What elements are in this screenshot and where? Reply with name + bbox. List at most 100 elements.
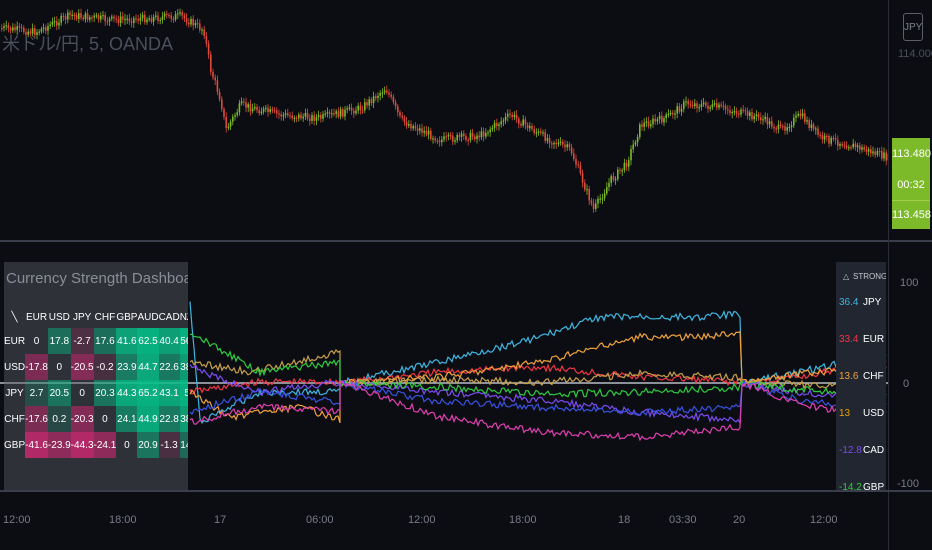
- candle: [861, 147, 863, 150]
- ranking-currency: GBP: [863, 482, 885, 490]
- candle: [130, 21, 133, 23]
- pane-divider[interactable]: [0, 240, 932, 242]
- candle: [482, 131, 485, 137]
- candle: [467, 139, 469, 142]
- matrix-cell: 22.6: [158, 354, 180, 380]
- candle: [751, 112, 753, 120]
- candle: [564, 144, 566, 148]
- candle: [694, 103, 696, 107]
- indicator-scale-tick: 100: [900, 277, 919, 289]
- candle: [405, 121, 408, 126]
- candle: [359, 105, 362, 111]
- candle: [524, 119, 527, 125]
- candle: [390, 94, 392, 97]
- candle: [172, 18, 175, 20]
- candle: [612, 176, 615, 180]
- candle: [337, 111, 340, 117]
- candle: [478, 135, 480, 138]
- candle: [364, 102, 366, 111]
- candle: [493, 122, 496, 128]
- candle: [1, 28, 3, 30]
- candle: [31, 28, 34, 34]
- candle: [366, 102, 368, 106]
- candle: [350, 107, 353, 111]
- matrix-cell: 22.8: [158, 406, 180, 432]
- candle: [18, 26, 21, 28]
- candle: [863, 147, 865, 150]
- candle: [832, 137, 835, 140]
- candle: [592, 203, 595, 209]
- candle: [267, 107, 269, 113]
- candle: [124, 18, 126, 21]
- candle: [115, 18, 117, 20]
- candle: [192, 18, 194, 26]
- candle: [443, 136, 445, 140]
- candle: [320, 115, 322, 119]
- candle: [867, 149, 870, 152]
- candle: [342, 109, 344, 117]
- candle: [579, 165, 582, 174]
- matrix-cell: -0.2: [93, 354, 117, 380]
- matrix-cell: 59: [179, 380, 188, 406]
- candle: [93, 15, 95, 18]
- candle: [346, 108, 348, 110]
- price-chart[interactable]: [0, 0, 888, 240]
- candle: [727, 109, 729, 111]
- candle: [383, 90, 386, 93]
- candle: [324, 113, 326, 115]
- candle: [53, 21, 56, 23]
- ranking-currency: EUR: [863, 334, 885, 345]
- candle: [568, 144, 571, 148]
- candle: [601, 198, 604, 200]
- matrix-row-label: JPY: [5, 387, 24, 399]
- candle: [232, 116, 234, 122]
- time-axis-border: [0, 490, 932, 492]
- candle: [353, 110, 355, 114]
- candle: [729, 110, 731, 113]
- candle: [196, 23, 199, 25]
- matrix-column-header: CHF: [94, 311, 116, 323]
- candle: [357, 105, 359, 111]
- candle: [315, 116, 318, 121]
- candle: [526, 124, 529, 129]
- candle: [502, 120, 505, 122]
- currency-badge[interactable]: JPY: [903, 13, 923, 41]
- candle: [144, 14, 146, 23]
- candle: [251, 108, 254, 112]
- gbp-strength-line: [190, 333, 887, 399]
- candle: [51, 21, 54, 25]
- candle: [86, 13, 89, 20]
- matrix-row-label: CHF: [4, 413, 25, 425]
- matrix-row: EUR 0 17.8-2.717.641.662.540.456.4: [4, 328, 188, 354]
- matrix-column-header: CAD: [158, 311, 180, 323]
- candle: [859, 145, 861, 150]
- candle: [23, 27, 25, 33]
- candle: [375, 96, 377, 99]
- candle: [476, 135, 478, 140]
- matrix-cell: 2.7: [25, 380, 48, 406]
- candle: [865, 149, 868, 152]
- candle: [678, 106, 681, 112]
- candle: [548, 138, 551, 144]
- matrix-cell: 65.2: [137, 380, 159, 406]
- candle: [749, 112, 751, 117]
- candle: [878, 151, 881, 153]
- candle: [542, 132, 544, 134]
- candle: [619, 169, 621, 171]
- candle: [56, 21, 58, 26]
- candle: [97, 15, 100, 20]
- candle: [174, 14, 177, 20]
- candle: [14, 27, 16, 31]
- candle: [117, 19, 120, 23]
- candle: [205, 35, 208, 44]
- strength-lines-chart[interactable]: [0, 242, 888, 490]
- matrix-corner: ╲: [11, 311, 18, 323]
- candle: [740, 109, 742, 115]
- candle: [249, 104, 252, 112]
- candle: [645, 121, 648, 123]
- matrix-cell: -41.6: [25, 432, 48, 458]
- candle: [214, 77, 216, 81]
- matrix-cell: 20.3: [93, 380, 117, 406]
- candle: [812, 124, 815, 129]
- candle: [883, 152, 885, 159]
